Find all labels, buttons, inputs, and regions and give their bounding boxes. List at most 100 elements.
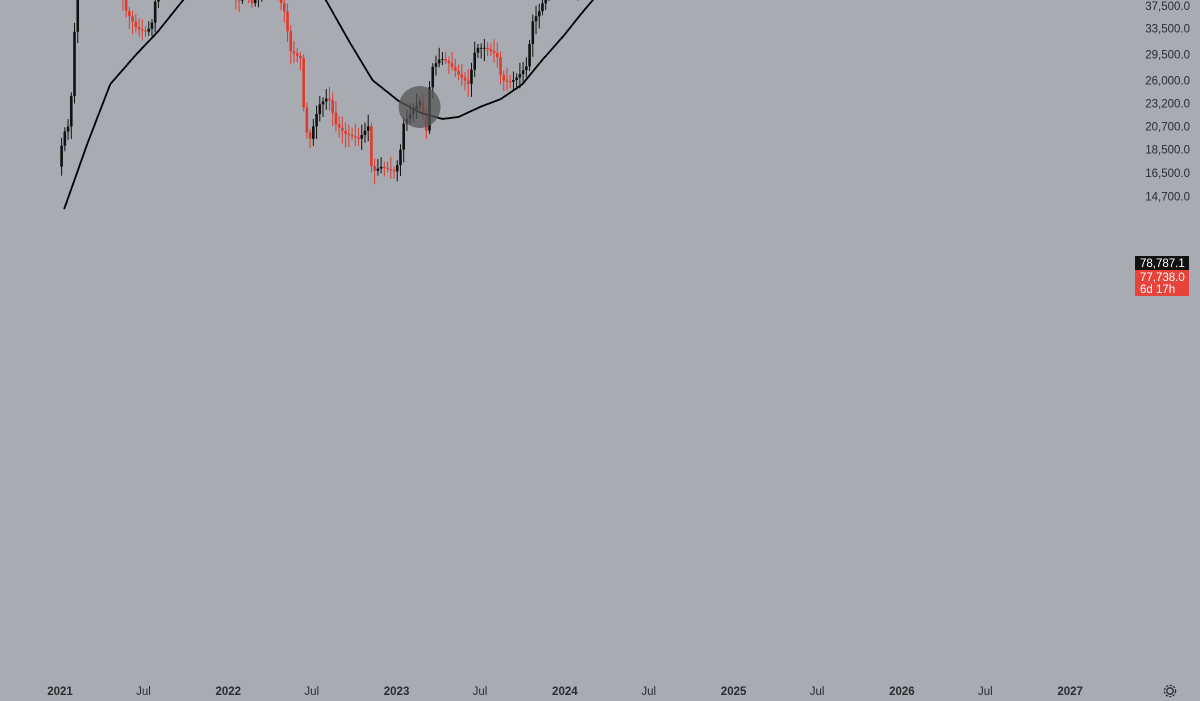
candle-body bbox=[134, 21, 138, 28]
candle-body bbox=[531, 21, 535, 44]
candle-body bbox=[457, 70, 460, 75]
candle-body bbox=[331, 100, 334, 113]
candle-body bbox=[328, 98, 331, 101]
candle-body bbox=[282, 2, 286, 12]
x-tick-label: 2023 bbox=[384, 686, 410, 698]
candle-body bbox=[299, 55, 302, 59]
candle-body bbox=[483, 47, 486, 49]
candle-body bbox=[383, 166, 386, 168]
candle-body bbox=[508, 81, 512, 83]
price-label: 77,738.0 bbox=[1140, 272, 1185, 284]
ma-value-badge bbox=[1135, 256, 1189, 270]
candle-body bbox=[521, 70, 525, 75]
candle-body bbox=[525, 66, 528, 71]
candle-body bbox=[73, 31, 76, 97]
candle-body bbox=[344, 130, 347, 134]
candle-body bbox=[386, 167, 389, 170]
candle-body bbox=[312, 126, 315, 139]
candle-body bbox=[512, 80, 515, 82]
candle-body bbox=[76, 0, 80, 32]
candle-body bbox=[537, 11, 541, 17]
candle-body bbox=[473, 52, 477, 70]
candle-body bbox=[360, 135, 364, 139]
settings-gear-icon[interactable] bbox=[1163, 684, 1177, 698]
y-tick-label: 29,500.0 bbox=[1145, 50, 1190, 62]
candle-body bbox=[444, 58, 447, 61]
candle-body bbox=[441, 58, 444, 60]
x-tick-label: 2021 bbox=[47, 686, 73, 698]
candle-body bbox=[505, 80, 509, 82]
candle-body bbox=[392, 170, 396, 172]
y-tick-label: 23,200.0 bbox=[1145, 98, 1190, 110]
x-tick-label: Jul bbox=[473, 686, 488, 698]
candle-body bbox=[544, 0, 548, 4]
candle-body bbox=[292, 51, 296, 54]
candle-body bbox=[295, 53, 299, 56]
candle-body bbox=[450, 63, 454, 68]
candle-body bbox=[476, 47, 480, 53]
countdown-label: 6d 17h bbox=[1140, 284, 1175, 296]
x-tick-label: 2025 bbox=[721, 686, 747, 698]
x-tick-label: Jul bbox=[304, 686, 319, 698]
candle-body bbox=[140, 29, 144, 31]
ma-value-label: 78,787.1 bbox=[1140, 258, 1185, 270]
candle-body bbox=[350, 135, 354, 137]
candle-body bbox=[153, 1, 157, 23]
candle-body bbox=[447, 60, 451, 64]
candle-body bbox=[366, 126, 370, 131]
candle-body bbox=[63, 131, 67, 146]
y-tick-label: 18,500.0 bbox=[1145, 144, 1190, 156]
candle-body bbox=[379, 166, 383, 169]
candle-body bbox=[147, 28, 151, 32]
candle-body bbox=[463, 77, 467, 81]
candle-body bbox=[279, 0, 283, 3]
candle-body bbox=[357, 137, 360, 139]
candle-body bbox=[399, 149, 402, 166]
x-tick-label: 2022 bbox=[215, 686, 241, 698]
candle-body bbox=[515, 77, 518, 81]
candle-body bbox=[373, 166, 376, 171]
candle-body bbox=[518, 74, 522, 78]
x-tick-label: Jul bbox=[641, 686, 656, 698]
candle-body bbox=[460, 74, 464, 78]
candle-body bbox=[454, 67, 457, 71]
x-axis: 2021 Jul 2022 Jul 2023 Jul 2024 Jul 2025 Jul 2026 J… bbox=[47, 686, 1083, 698]
candle-body bbox=[157, 0, 160, 2]
candle-body bbox=[489, 49, 493, 52]
x-tick-label: 2026 bbox=[889, 686, 915, 698]
candle-body bbox=[479, 47, 483, 49]
candle-body bbox=[237, 0, 241, 1]
candle-body bbox=[376, 168, 380, 171]
y-tick-label: 16,500.0 bbox=[1145, 168, 1190, 180]
candle-body bbox=[144, 30, 147, 32]
candle-body bbox=[250, 0, 254, 4]
candle-body bbox=[434, 63, 438, 67]
y-tick-label: 37,500.0 bbox=[1145, 1, 1190, 13]
x-tick-label: 2027 bbox=[1057, 686, 1083, 698]
last-price-badges: 78,787.1 77,738.0 6d 17h bbox=[1135, 256, 1189, 296]
candle-body bbox=[69, 96, 73, 127]
y-tick-label: 33,500.0 bbox=[1145, 24, 1190, 36]
candle-body bbox=[486, 47, 489, 50]
candlestick-series bbox=[60, 0, 579, 185]
candle-body bbox=[437, 59, 441, 64]
candle-body bbox=[315, 114, 318, 127]
candle-body bbox=[353, 136, 357, 138]
candle-body bbox=[402, 123, 406, 150]
x-tick-label: 2024 bbox=[552, 686, 578, 698]
candle-body bbox=[499, 57, 502, 76]
candle-body bbox=[534, 16, 538, 22]
candle-body bbox=[289, 31, 293, 52]
candle-body bbox=[370, 126, 373, 167]
candle-body bbox=[150, 22, 154, 29]
y-tick-label: 14,700.0 bbox=[1145, 191, 1190, 203]
candle-body bbox=[137, 27, 141, 30]
price-badge bbox=[1135, 270, 1189, 296]
y-tick-label: 26,000.0 bbox=[1145, 75, 1190, 87]
candle-body bbox=[337, 124, 341, 128]
candle-body bbox=[431, 66, 435, 88]
y-axis: 14,700.0 16,500.0 18,500.0 20,700.0 23,200.0… bbox=[1145, 1, 1190, 203]
candle-body bbox=[334, 112, 338, 125]
y-tick-label: 20,700.0 bbox=[1145, 122, 1190, 134]
